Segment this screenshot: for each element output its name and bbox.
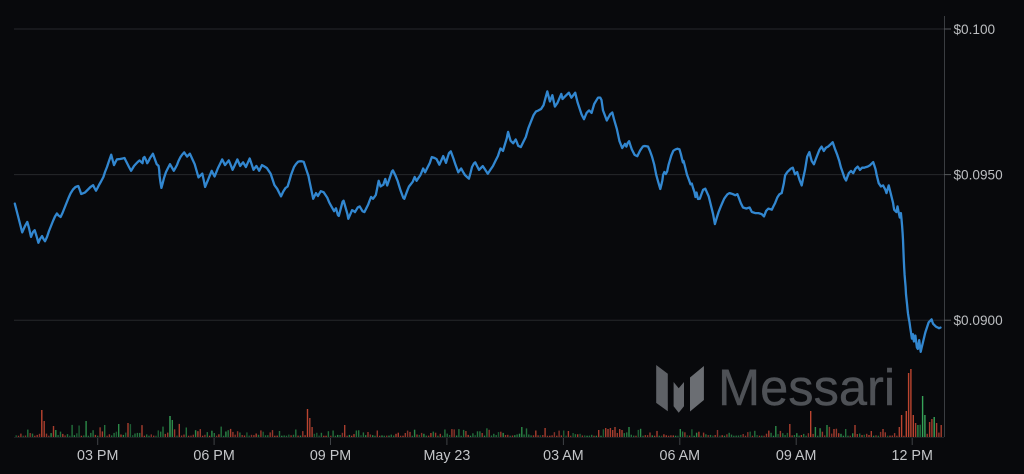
svg-text:$0.0950: $0.0950	[954, 167, 1004, 182]
svg-text:06 PM: 06 PM	[193, 448, 234, 464]
svg-text:03 PM: 03 PM	[77, 448, 118, 464]
svg-text:06 AM: 06 AM	[660, 448, 701, 464]
svg-text:May 23: May 23	[423, 448, 470, 464]
svg-text:Messari: Messari	[718, 359, 895, 416]
svg-text:12 PM: 12 PM	[892, 448, 933, 464]
svg-text:$0.100: $0.100	[954, 22, 996, 37]
svg-text:09 PM: 09 PM	[310, 448, 351, 464]
svg-text:03 AM: 03 AM	[543, 448, 584, 464]
svg-text:09 AM: 09 AM	[776, 448, 817, 464]
svg-text:$0.0900: $0.0900	[954, 313, 1004, 328]
